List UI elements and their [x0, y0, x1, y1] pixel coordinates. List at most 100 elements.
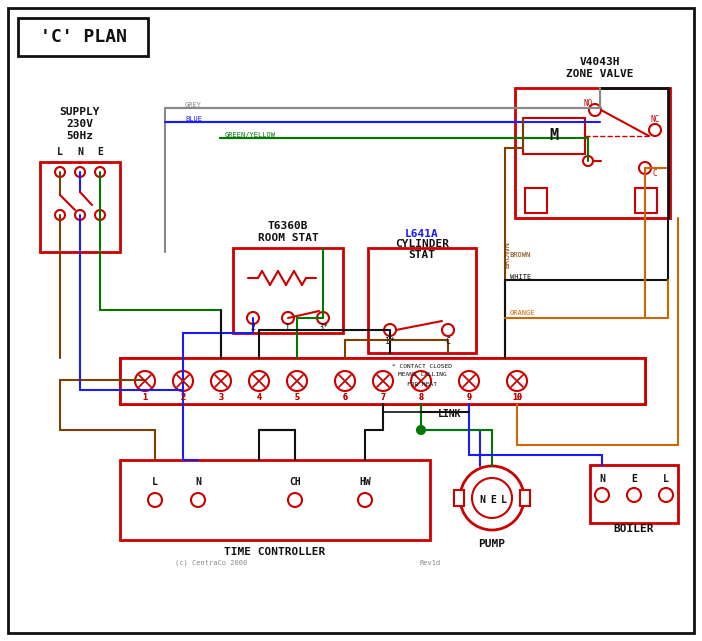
Circle shape [373, 371, 393, 391]
Circle shape [583, 156, 593, 166]
Text: BROWN: BROWN [504, 242, 510, 269]
Text: 5: 5 [295, 392, 300, 401]
Text: E: E [631, 474, 637, 484]
Text: L: L [663, 474, 669, 484]
Text: PUMP: PUMP [479, 539, 505, 549]
Text: 3: 3 [218, 392, 223, 401]
Text: 1: 1 [143, 392, 147, 401]
Text: 9: 9 [467, 392, 472, 401]
Text: 'C' PLAN: 'C' PLAN [39, 28, 126, 46]
Text: 4: 4 [256, 392, 262, 401]
Text: LINK: LINK [438, 409, 462, 419]
Circle shape [55, 167, 65, 177]
Text: E: E [490, 495, 496, 505]
Text: E: E [97, 147, 103, 157]
Text: GREY: GREY [185, 102, 202, 108]
Text: 2: 2 [180, 392, 185, 401]
Circle shape [335, 371, 355, 391]
Circle shape [335, 371, 355, 391]
Text: 4: 4 [256, 392, 262, 401]
Text: WHITE: WHITE [510, 274, 531, 280]
Circle shape [173, 371, 193, 391]
Text: CH: CH [289, 477, 301, 487]
Bar [40, 162, 120, 252]
Circle shape [287, 371, 307, 391]
Text: 8: 8 [418, 392, 423, 401]
Text: 5: 5 [295, 392, 300, 401]
Text: * CONTACT CLOSED: * CONTACT CLOSED [392, 363, 452, 369]
Text: 10: 10 [512, 392, 522, 401]
Circle shape [287, 371, 307, 391]
Text: BLUE: BLUE [185, 116, 202, 122]
Circle shape [659, 488, 673, 502]
Circle shape [288, 493, 302, 507]
Text: 10: 10 [512, 392, 522, 401]
Text: ORANGE: ORANGE [510, 310, 536, 316]
Text: 230V: 230V [67, 119, 93, 129]
Text: 6: 6 [343, 392, 347, 401]
Text: L: L [57, 147, 63, 157]
Bar [120, 358, 645, 404]
Text: T6360B: T6360B [267, 221, 308, 231]
Bar [525, 188, 547, 213]
Text: Rev1d: Rev1d [419, 560, 441, 566]
Text: HW: HW [359, 477, 371, 487]
Text: 1: 1 [143, 392, 147, 401]
Circle shape [507, 371, 527, 391]
Circle shape [249, 371, 269, 391]
Text: 8: 8 [418, 392, 423, 401]
Text: FOR HEAT: FOR HEAT [407, 381, 437, 387]
Text: V4043H
ZONE VALVE: V4043H ZONE VALVE [567, 57, 634, 79]
Circle shape [135, 371, 155, 391]
Text: 3*: 3* [318, 324, 328, 333]
Circle shape [249, 371, 269, 391]
Circle shape [173, 371, 193, 391]
Circle shape [417, 426, 425, 434]
Circle shape [135, 371, 155, 391]
Text: C: C [446, 338, 451, 347]
Bar [520, 490, 530, 506]
Text: N: N [77, 147, 83, 157]
Text: MEANS CALLING: MEANS CALLING [397, 372, 446, 378]
Circle shape [95, 210, 105, 220]
Circle shape [211, 371, 231, 391]
Circle shape [75, 210, 85, 220]
Bar [454, 490, 464, 506]
Circle shape [282, 312, 294, 324]
Circle shape [148, 493, 162, 507]
Text: 9: 9 [467, 392, 472, 401]
Text: N: N [195, 477, 201, 487]
Text: NC: NC [650, 115, 660, 124]
Text: N: N [599, 474, 605, 484]
Text: C: C [653, 169, 657, 178]
Circle shape [442, 324, 454, 336]
Text: 2: 2 [180, 392, 185, 401]
Bar [515, 88, 670, 218]
Bar [18, 18, 148, 56]
Bar [635, 188, 657, 213]
Circle shape [75, 167, 85, 177]
Text: BOILER: BOILER [614, 524, 654, 534]
Circle shape [595, 488, 609, 502]
Circle shape [472, 478, 512, 518]
Circle shape [589, 104, 601, 116]
Text: N: N [479, 495, 485, 505]
Text: NO: NO [583, 99, 592, 108]
Text: 7: 7 [380, 392, 385, 401]
Bar [368, 248, 476, 353]
Text: M: M [550, 128, 559, 144]
Text: 50Hz: 50Hz [67, 131, 93, 141]
Text: 1*: 1* [385, 338, 395, 347]
Bar [120, 460, 430, 540]
Bar [523, 118, 585, 154]
Text: STAT: STAT [409, 250, 435, 260]
Text: L641A: L641A [405, 229, 439, 239]
Circle shape [317, 312, 329, 324]
Text: L: L [152, 477, 158, 487]
Text: L: L [501, 495, 507, 505]
Text: ROOM STAT: ROOM STAT [258, 233, 319, 243]
Text: 6: 6 [343, 392, 347, 401]
Text: (c) CentraCo 2000: (c) CentraCo 2000 [175, 560, 247, 566]
Text: 1: 1 [286, 324, 291, 333]
Circle shape [459, 371, 479, 391]
